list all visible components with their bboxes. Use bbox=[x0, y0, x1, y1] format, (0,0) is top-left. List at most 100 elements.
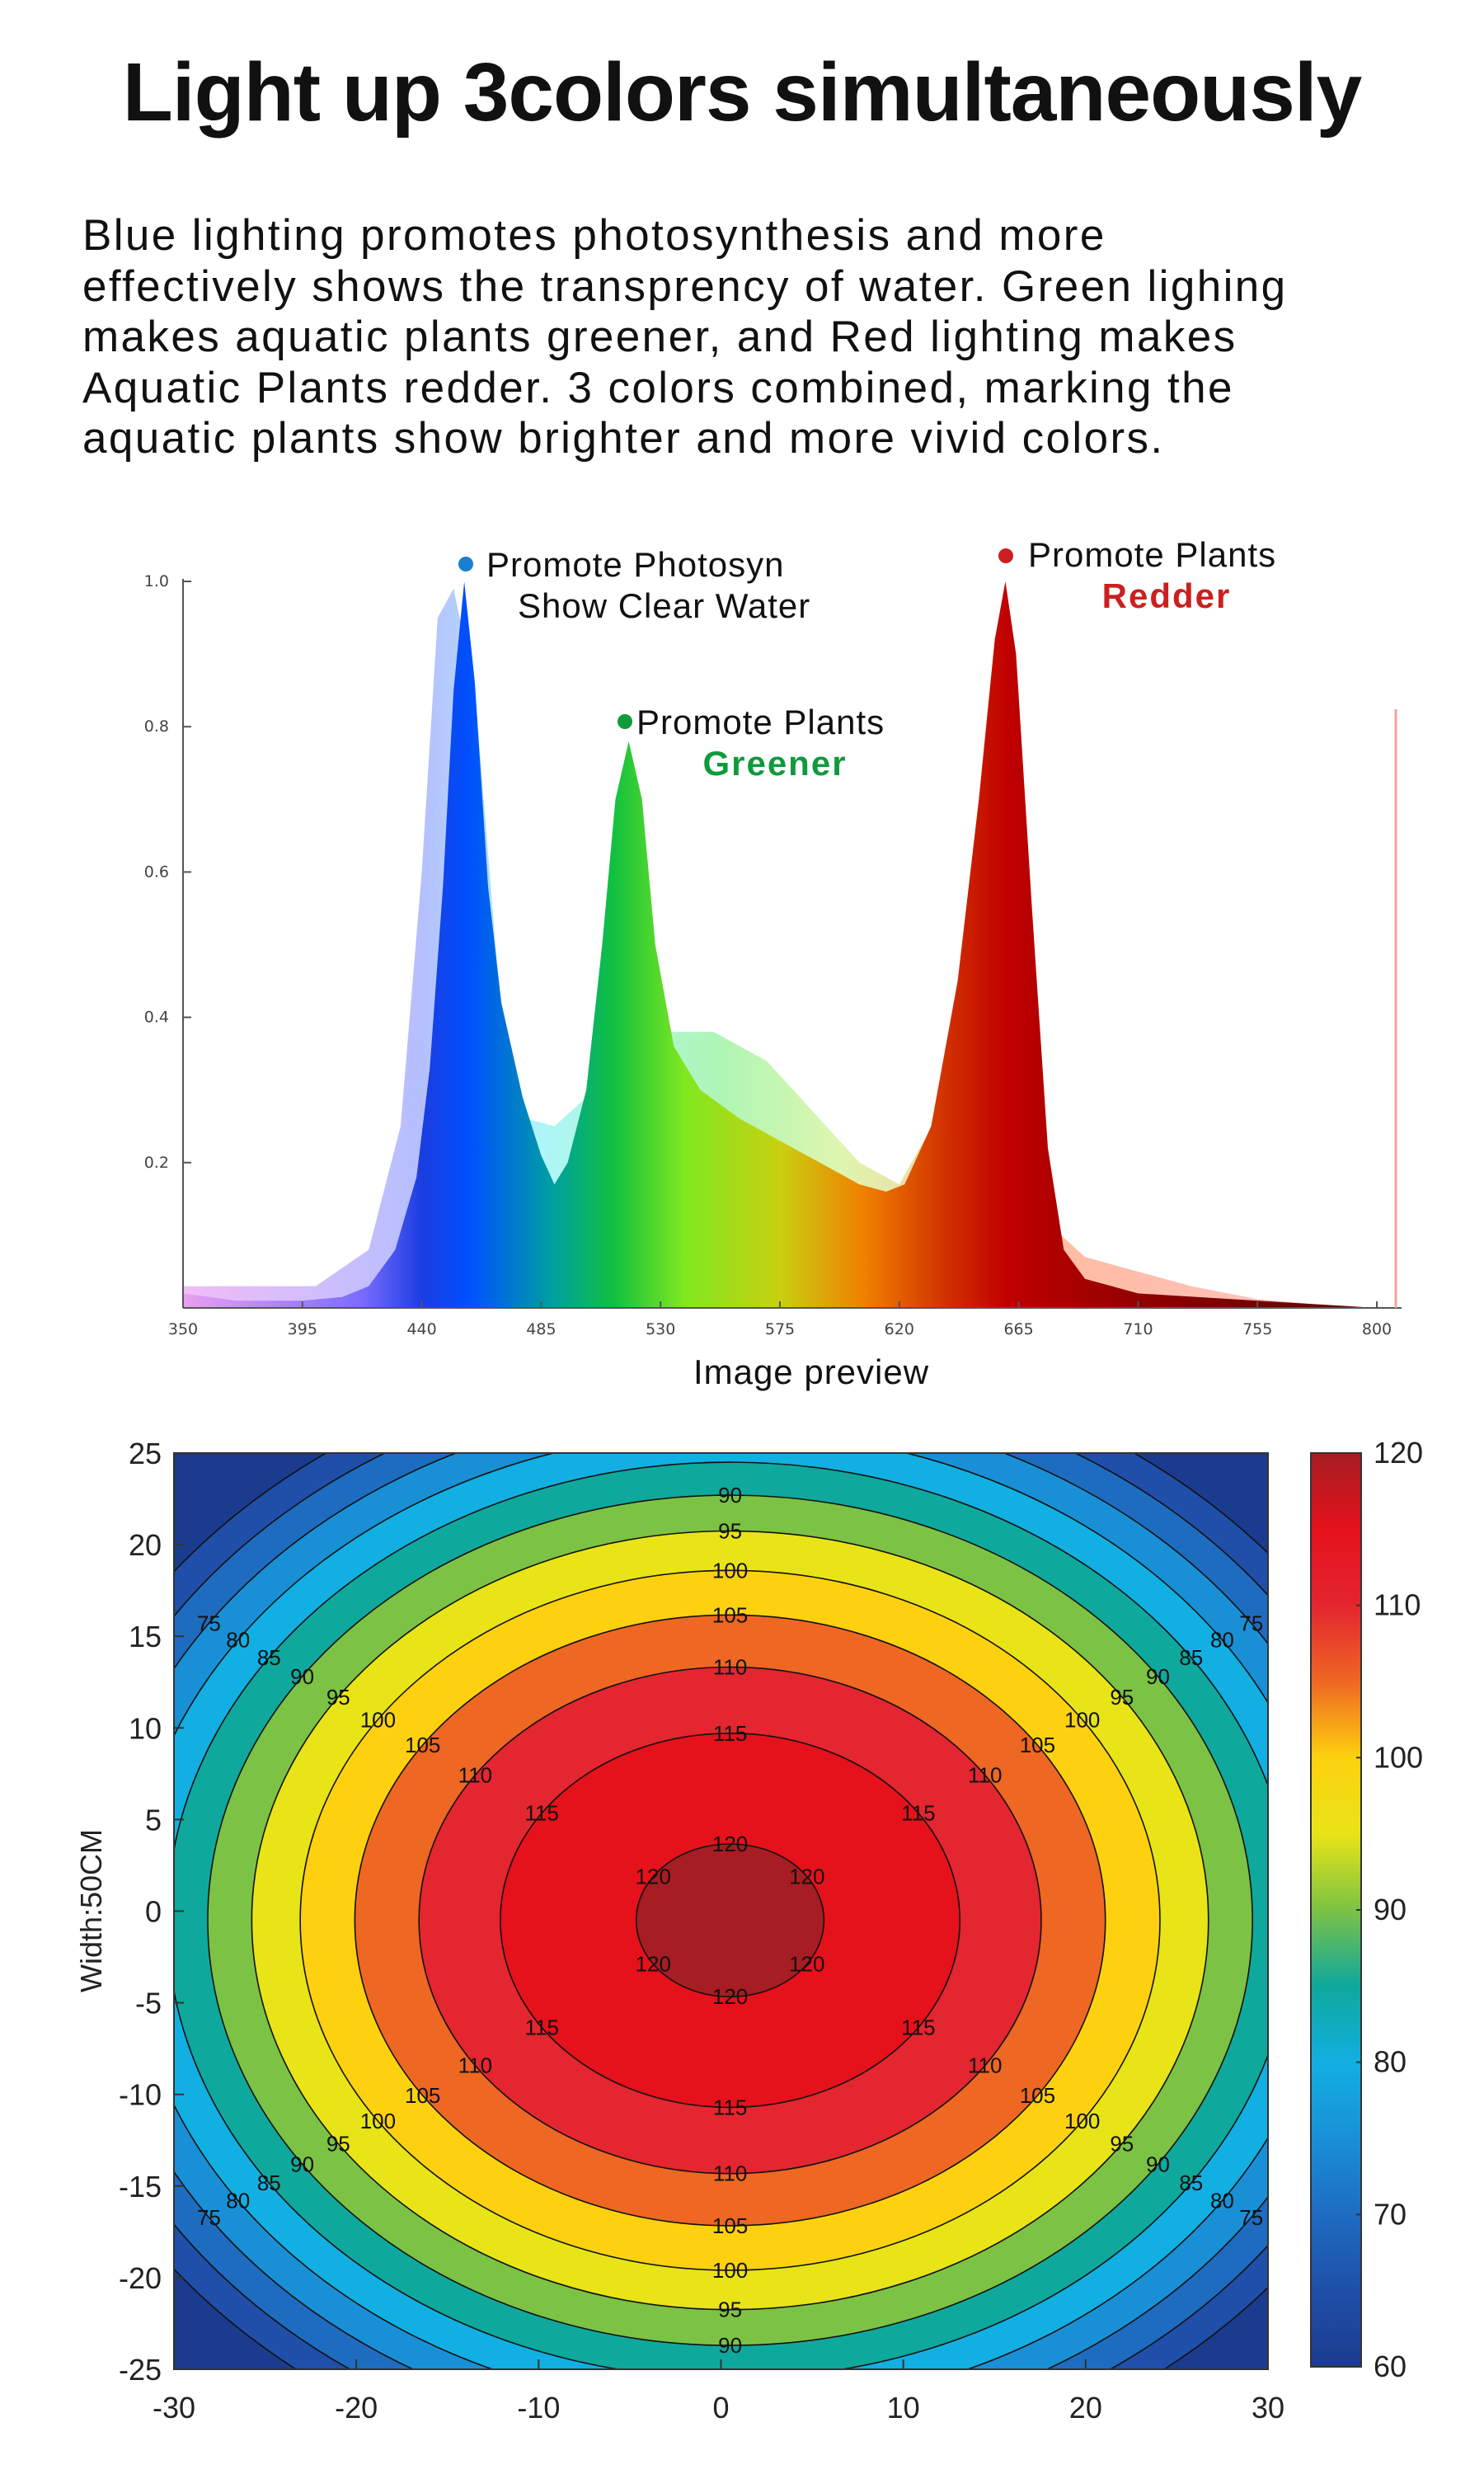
intro-line: Blue lighting promotes photosynthesis an… bbox=[82, 211, 1106, 260]
x-tick-label: 800 bbox=[1362, 1320, 1392, 1338]
contour-label: 110 bbox=[713, 2161, 747, 2186]
annotation-green-line1: Promote Plants bbox=[636, 703, 885, 741]
contour-label: 95 bbox=[718, 1519, 742, 1544]
contour-label: 100 bbox=[360, 2109, 396, 2133]
contour-label: 75 bbox=[1239, 1611, 1263, 1635]
colorbar bbox=[1310, 1452, 1362, 2368]
y-tick-label: 1.0 bbox=[144, 572, 169, 590]
contour-label: 105 bbox=[405, 2083, 440, 2108]
intro-line: aquatic plants show brighter and more vi… bbox=[82, 414, 1165, 463]
annotation-blue-line1: Promote Photosyn bbox=[486, 545, 785, 584]
contour-label: 115 bbox=[713, 2095, 747, 2119]
contour-label: 100 bbox=[712, 2258, 748, 2283]
contour-label: 120 bbox=[712, 1832, 748, 1856]
contour-label: 105 bbox=[1020, 2083, 1055, 2108]
contour-label: 105 bbox=[712, 2213, 748, 2238]
x-axis-label: Image preview bbox=[693, 1352, 929, 1391]
y-tick-label: 15 bbox=[129, 1620, 162, 1653]
contour-label: 85 bbox=[1179, 2171, 1203, 2195]
contour-label: 80 bbox=[226, 1628, 250, 1653]
contour-label: 110 bbox=[458, 2053, 492, 2078]
contour-label: 120 bbox=[789, 1865, 824, 1889]
annotation-green-line2: Greener bbox=[702, 744, 847, 783]
green-dot-icon bbox=[618, 714, 632, 729]
contour-label: 100 bbox=[1064, 1707, 1100, 1732]
x-tick-label: 755 bbox=[1242, 1320, 1272, 1338]
contour-label: 85 bbox=[1179, 1645, 1203, 1670]
y-tick-label: 0.8 bbox=[144, 717, 169, 736]
contour-label: 100 bbox=[360, 1707, 396, 1732]
contour-label: 105 bbox=[405, 1733, 440, 1757]
y-tick-label: 0 bbox=[145, 1895, 162, 1929]
x-tick-label: 665 bbox=[1003, 1320, 1033, 1338]
intro-line: Aquatic Plants redder. 3 colors combined… bbox=[82, 363, 1234, 412]
colorbar-tick-label: 70 bbox=[1374, 2197, 1407, 2231]
contour-label: 90 bbox=[290, 1664, 314, 1689]
y-tick-label: -25 bbox=[119, 2353, 162, 2387]
contour-label: 95 bbox=[1110, 2131, 1134, 2156]
x-tick-label: 395 bbox=[288, 1320, 317, 1338]
intro-line: makes aquatic plants greener, and Red li… bbox=[82, 313, 1237, 361]
series-spectrum-area bbox=[183, 581, 1377, 1308]
contour-label: 90 bbox=[718, 1483, 742, 1507]
y-axis-label: Width:50CM bbox=[74, 1829, 108, 1992]
x-tick-label: 620 bbox=[885, 1320, 914, 1338]
annotation-red-line1: Promote Plants bbox=[1028, 535, 1276, 574]
spectrum-chart: 350 395 440 485 530 575 620 665 710 755 800 0.2 0.4 0… bbox=[144, 535, 1402, 1391]
contour-label: 110 bbox=[458, 1763, 492, 1788]
y-tick-label: 5 bbox=[145, 1803, 162, 1837]
contour-label: 90 bbox=[1146, 1664, 1170, 1689]
y-tick-label: -5 bbox=[135, 1987, 162, 2020]
contour-label: 115 bbox=[524, 2015, 558, 2040]
contour-label: 75 bbox=[197, 1611, 221, 1635]
y-tick-label: 25 bbox=[129, 1437, 162, 1470]
x-tick-label: -20 bbox=[335, 2391, 378, 2425]
y-tick-label: -20 bbox=[119, 2261, 162, 2295]
contour-label: 95 bbox=[326, 2131, 350, 2156]
contour-label: 115 bbox=[901, 1801, 935, 1826]
contour-label: 95 bbox=[1110, 1685, 1134, 1710]
contour-label: 115 bbox=[713, 1721, 747, 1746]
intro-line: effectively shows the transprency of wat… bbox=[82, 261, 1288, 311]
annotation-blue-line2: Show Clear Water bbox=[518, 586, 810, 625]
y-tick-label: -15 bbox=[119, 2170, 162, 2204]
contour-label: 115 bbox=[524, 1801, 558, 1826]
x-tick-label: 350 bbox=[168, 1320, 198, 1338]
contour-label: 80 bbox=[226, 2189, 250, 2213]
x-tick-label: 485 bbox=[526, 1320, 556, 1338]
colorbar-tick-label: 110 bbox=[1374, 1588, 1421, 1622]
contour-label: 115 bbox=[901, 2015, 935, 2040]
colorbar-tick-label: 100 bbox=[1374, 1740, 1423, 1774]
x-tick-label: -10 bbox=[517, 2391, 560, 2425]
contour-label: 85 bbox=[257, 2171, 281, 2195]
contour-label: 120 bbox=[636, 1865, 671, 1889]
contour-label: 120 bbox=[636, 1952, 671, 1977]
contour-label: 120 bbox=[712, 1984, 748, 2009]
blue-dot-icon bbox=[458, 557, 473, 571]
contour-label: 90 bbox=[290, 2152, 314, 2176]
y-tick-label: 0.4 bbox=[144, 1009, 169, 1027]
x-tick-label: 0 bbox=[712, 2391, 729, 2425]
y-tick-label: 10 bbox=[129, 1711, 162, 1745]
contour-label: 80 bbox=[1210, 1628, 1234, 1653]
y-tick-label: 0.2 bbox=[144, 1154, 169, 1172]
page-title: Light up 3colors simultaneously bbox=[122, 46, 1363, 139]
colorbar-tick-label: 80 bbox=[1374, 2045, 1407, 2079]
contour-label: 75 bbox=[1239, 2205, 1263, 2230]
x-tick-label: 30 bbox=[1252, 2391, 1284, 2425]
contour-label: 90 bbox=[1146, 2152, 1170, 2176]
contour-label: 85 bbox=[257, 1645, 281, 1670]
x-tick-label: 530 bbox=[646, 1320, 675, 1338]
x-tick-label: 710 bbox=[1123, 1320, 1153, 1338]
contour-label: 100 bbox=[1064, 2109, 1100, 2133]
colorbar-tick-label: 60 bbox=[1374, 2349, 1407, 2383]
y-tick-label: -10 bbox=[119, 2078, 162, 2112]
x-tick-label: 20 bbox=[1069, 2391, 1102, 2425]
contour-label: 110 bbox=[713, 1655, 747, 1680]
y-tick-label: 0.6 bbox=[144, 863, 169, 881]
contour-label: 110 bbox=[968, 1763, 1002, 1788]
x-tick-label: 440 bbox=[406, 1320, 436, 1338]
contour-label: 80 bbox=[1210, 2189, 1234, 2213]
contour-band-120 bbox=[635, 1843, 825, 1998]
